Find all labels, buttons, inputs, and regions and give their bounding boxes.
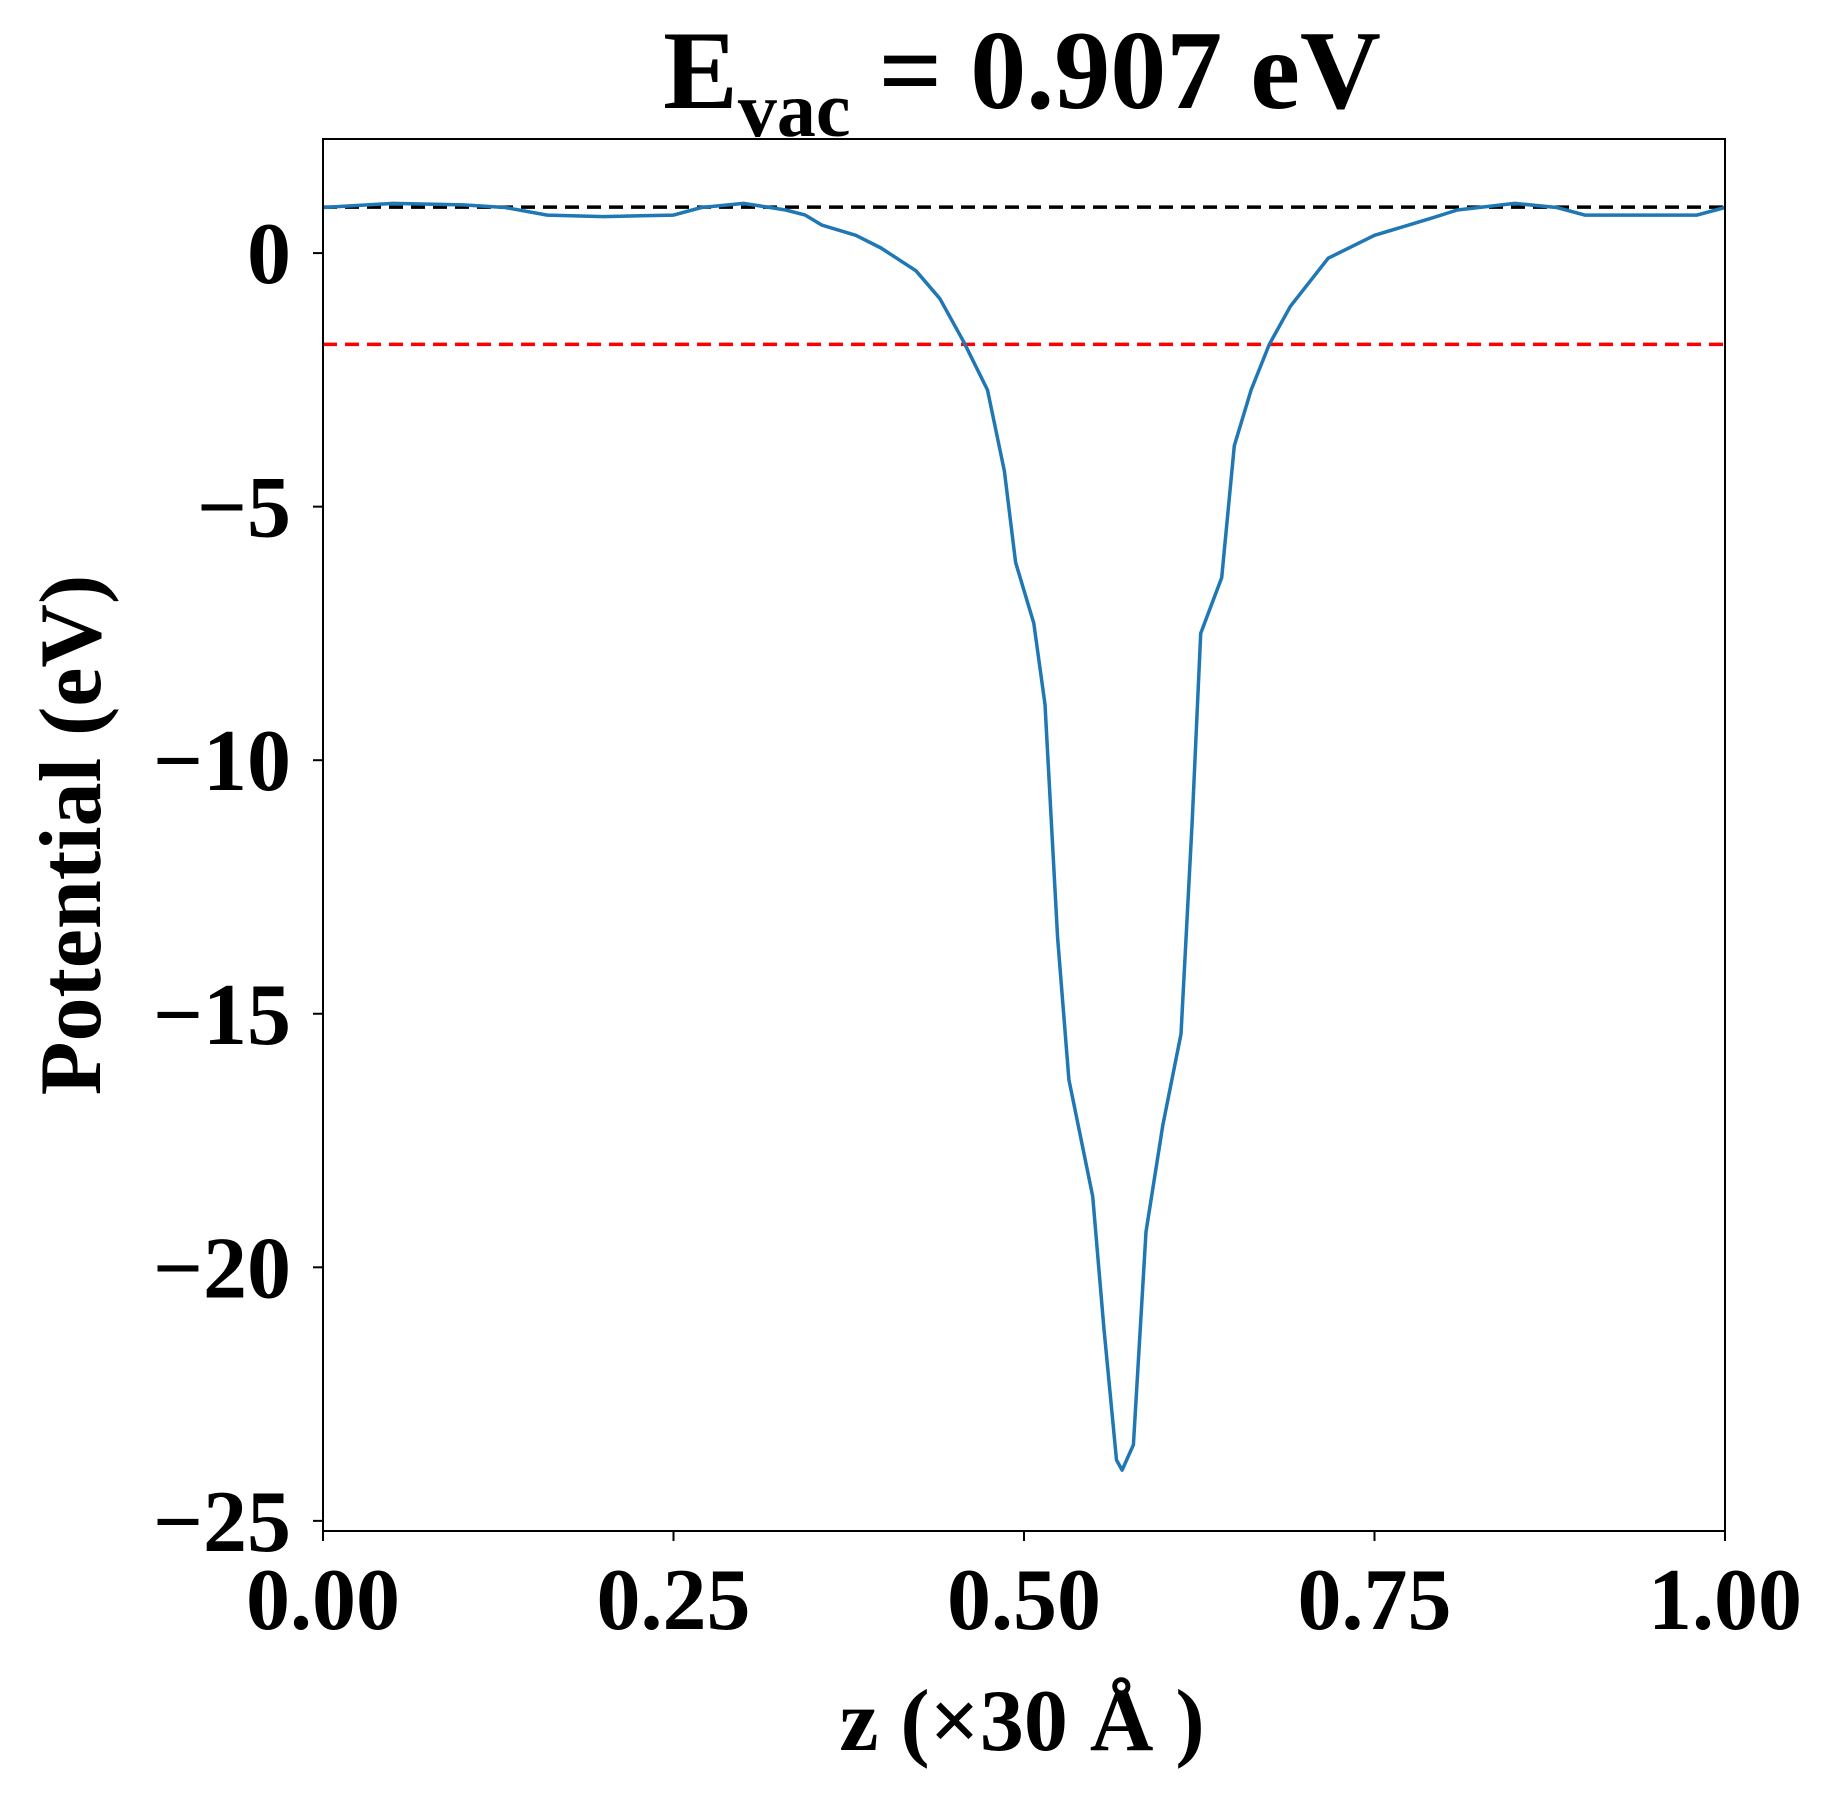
x-tick-label: 0.00	[246, 1552, 400, 1649]
y-tick-label: 0	[247, 206, 291, 303]
y-tick-label: −10	[153, 713, 291, 810]
title-main: E	[663, 9, 738, 133]
title-rest: = 0.907 eV	[850, 9, 1380, 133]
y-tick-label: −20	[153, 1220, 291, 1317]
x-tick-label: 0.75	[1298, 1552, 1452, 1649]
y-axis-label: Potential (eV)	[23, 575, 120, 1095]
chart-title: Evac = 0.907 eV	[663, 9, 1381, 153]
y-tick-label: −5	[197, 460, 291, 557]
x-tick-label: 0.25	[597, 1552, 751, 1649]
y-tick-label: −25	[153, 1474, 291, 1571]
plot-frame	[322, 138, 1726, 1532]
potential-line	[322, 201, 1726, 1472]
x-tick-label: 1.00	[1648, 1552, 1802, 1649]
x-tick-label: 0.50	[947, 1552, 1101, 1649]
x-axis-label: z (×30 Å )	[839, 1673, 1204, 1770]
y-tick-label: −15	[153, 967, 291, 1064]
